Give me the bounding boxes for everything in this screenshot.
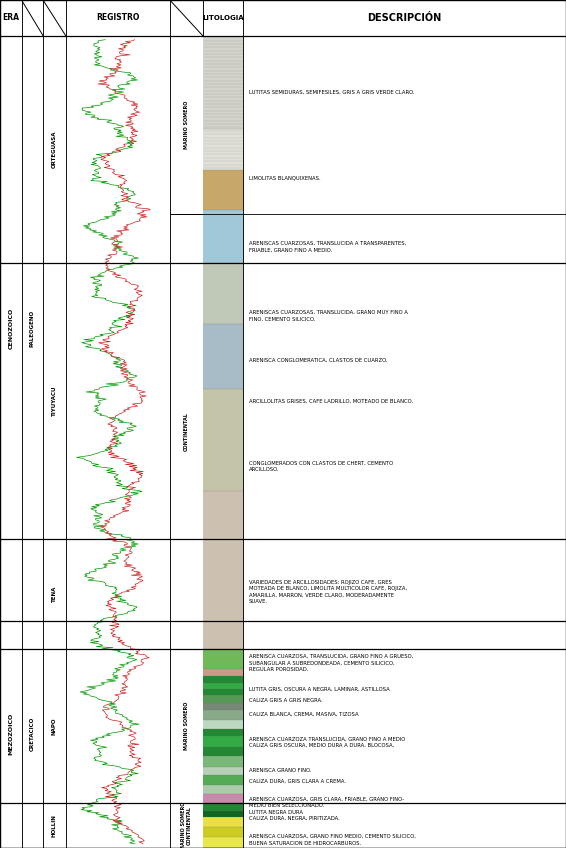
Bar [170, 215, 203, 649]
Text: CONGLOMERADOS CON CLASTOS DE CHERT, CEMENTO
ARCILLOSO.: CONGLOMERADOS CON CLASTOS DE CHERT, CEME… [249, 460, 393, 471]
Text: VARIEDADES DE ARCILLOSIDADES: ROJIZO CAFE, GRES
MOTEADA DE BLANCO, LIMOLITA MULT: VARIEDADES DE ARCILLOSIDADES: ROJIZO CAF… [249, 580, 407, 604]
Text: ERA: ERA [2, 14, 19, 22]
Bar [43, 263, 66, 539]
Bar [203, 827, 243, 837]
Bar [203, 695, 243, 703]
Text: ARENISCA CUARZOSA, GRIS CLARA, FRIABLE, GRANO FINO-
MEDIO BIEN SELECCIONADO.
LUT: ARENISCA CUARZOSA, GRIS CLARA, FRIABLE, … [249, 797, 404, 821]
Bar [243, 36, 566, 848]
Bar [43, 36, 66, 263]
Text: ARENISCA CUARZOSA, TRANSLUCIDA, GRANO FINO A GRUESO,
SUBANGULAR A SUBREDONDEADA,: ARENISCA CUARZOSA, TRANSLUCIDA, GRANO FI… [249, 654, 413, 672]
Bar [203, 170, 243, 210]
Text: ARENISCAS CUARZOSAS, TRANSLUCIDA A TRANSPARENTES,
FRIABLE, GRANO FINO A MEDIO.: ARENISCAS CUARZOSAS, TRANSLUCIDA A TRANS… [249, 241, 406, 253]
Text: PALEOGENO: PALEOGENO [30, 310, 35, 347]
Bar [203, 811, 243, 817]
Bar [203, 756, 243, 767]
Bar [203, 263, 243, 324]
Bar [203, 0, 243, 36]
Bar [203, 817, 243, 827]
Bar [170, 36, 203, 215]
Bar [0, 36, 22, 621]
Bar [203, 210, 243, 263]
Text: CALIZA BLANCA, CREMA, MASIVA, TIZOSA: CALIZA BLANCA, CREMA, MASIVA, TIZOSA [249, 711, 359, 717]
Bar [43, 803, 66, 848]
Bar [66, 36, 170, 848]
Text: ORTEGUASA: ORTEGUASA [52, 131, 57, 168]
Text: TENA: TENA [52, 586, 57, 602]
Bar [66, 0, 170, 36]
Text: LUTITAS SEMIDURAS, SEMIFESILES, GRIS A GRIS VERDE CLARO.: LUTITAS SEMIDURAS, SEMIFESILES, GRIS A G… [249, 90, 414, 95]
Bar [203, 389, 243, 490]
Text: CONTINENTAL: CONTINENTAL [184, 412, 188, 451]
Text: HOLLIN: HOLLIN [52, 814, 57, 837]
Text: ARENISCA CONGLOMERATICA, CLASTOS DE CUARZO.: ARENISCA CONGLOMERATICA, CLASTOS DE CUAR… [249, 358, 388, 363]
Bar [203, 683, 243, 689]
Text: REGISTRO: REGISTRO [96, 14, 139, 22]
Bar [170, 803, 203, 848]
Text: MEZOZOICO: MEZOZOICO [8, 713, 13, 756]
Text: ARENISCAS CUARZOSAS, TRANSLUCIDA, GRANO MUY FINO A
FINO, CEMENTO SILICICO.: ARENISCAS CUARZOSAS, TRANSLUCIDA, GRANO … [249, 310, 408, 321]
Bar [203, 669, 243, 676]
Text: DESCRIPCIÓN: DESCRIPCIÓN [367, 13, 442, 23]
Bar [203, 767, 243, 775]
Bar [22, 0, 43, 36]
Bar [203, 36, 243, 129]
Bar [203, 837, 243, 848]
Bar [203, 795, 243, 803]
Bar [203, 490, 243, 649]
Bar [203, 649, 243, 669]
Bar [203, 720, 243, 728]
Text: ARCILLOLITAS GRISES, CAFE LADRILLO, MOTEADO DE BLANCO.: ARCILLOLITAS GRISES, CAFE LADRILLO, MOTE… [249, 399, 413, 404]
Text: CALIZA DURA, GRIS CLARA A CREMA.: CALIZA DURA, GRIS CLARA A CREMA. [249, 778, 346, 784]
Text: LITOLOGIA: LITOLOGIA [202, 14, 244, 21]
Bar [170, 649, 203, 803]
Text: NAPO: NAPO [52, 717, 57, 735]
Bar [203, 784, 243, 795]
Bar [203, 676, 243, 683]
Text: MARINO SOMERO: MARINO SOMERO [184, 101, 188, 149]
Bar [22, 36, 43, 621]
Text: MARINO SOMERO: MARINO SOMERO [184, 702, 188, 750]
Bar [170, 0, 203, 36]
Text: TIYUYACU: TIYUYACU [52, 386, 57, 416]
Bar [203, 775, 243, 784]
Bar [43, 539, 66, 649]
Text: ARENISCA CUARZOSA, GRANO FINO MEDIO, CEMENTO SILICICO,
BUENA SATURACION DE HIDRO: ARENISCA CUARZOSA, GRANO FINO MEDIO, CEM… [249, 834, 416, 845]
Bar [203, 129, 243, 170]
Text: CALIZA GRIS A GRIS NEGRA.: CALIZA GRIS A GRIS NEGRA. [249, 699, 323, 704]
Bar [43, 649, 66, 803]
Bar [203, 728, 243, 736]
Text: ARENISCA GRANO FINO.: ARENISCA GRANO FINO. [249, 767, 311, 773]
Text: CENOZOICO: CENOZOICO [8, 308, 13, 349]
Text: LUTITA GRIS, OSCURA A NEGRA, LAMINAR, ASTILLOSA: LUTITA GRIS, OSCURA A NEGRA, LAMINAR, AS… [249, 686, 390, 691]
Bar [203, 736, 243, 747]
Text: CRETACICO: CRETACICO [30, 717, 35, 751]
Bar [203, 710, 243, 720]
Bar [243, 0, 566, 36]
Bar [43, 0, 66, 36]
Bar [203, 324, 243, 389]
Bar [0, 0, 22, 36]
Bar [0, 621, 22, 848]
Bar [203, 689, 243, 695]
Bar [203, 36, 243, 848]
Text: MARINO SOMERO
CONTINENTAL: MARINO SOMERO CONTINENTAL [181, 801, 192, 848]
Bar [203, 803, 243, 811]
Text: LIMOLITAS BLANQUIXENAS.: LIMOLITAS BLANQUIXENAS. [249, 176, 321, 181]
Bar [203, 703, 243, 710]
Bar [203, 747, 243, 756]
Text: ARENISCA CUARZOZA TRANSLUCIDA, GRANO FINO A MEDIO
CALIZA GRIS OSCURA, MEDIO DURA: ARENISCA CUARZOZA TRANSLUCIDA, GRANO FIN… [249, 737, 405, 748]
Bar [22, 621, 43, 848]
